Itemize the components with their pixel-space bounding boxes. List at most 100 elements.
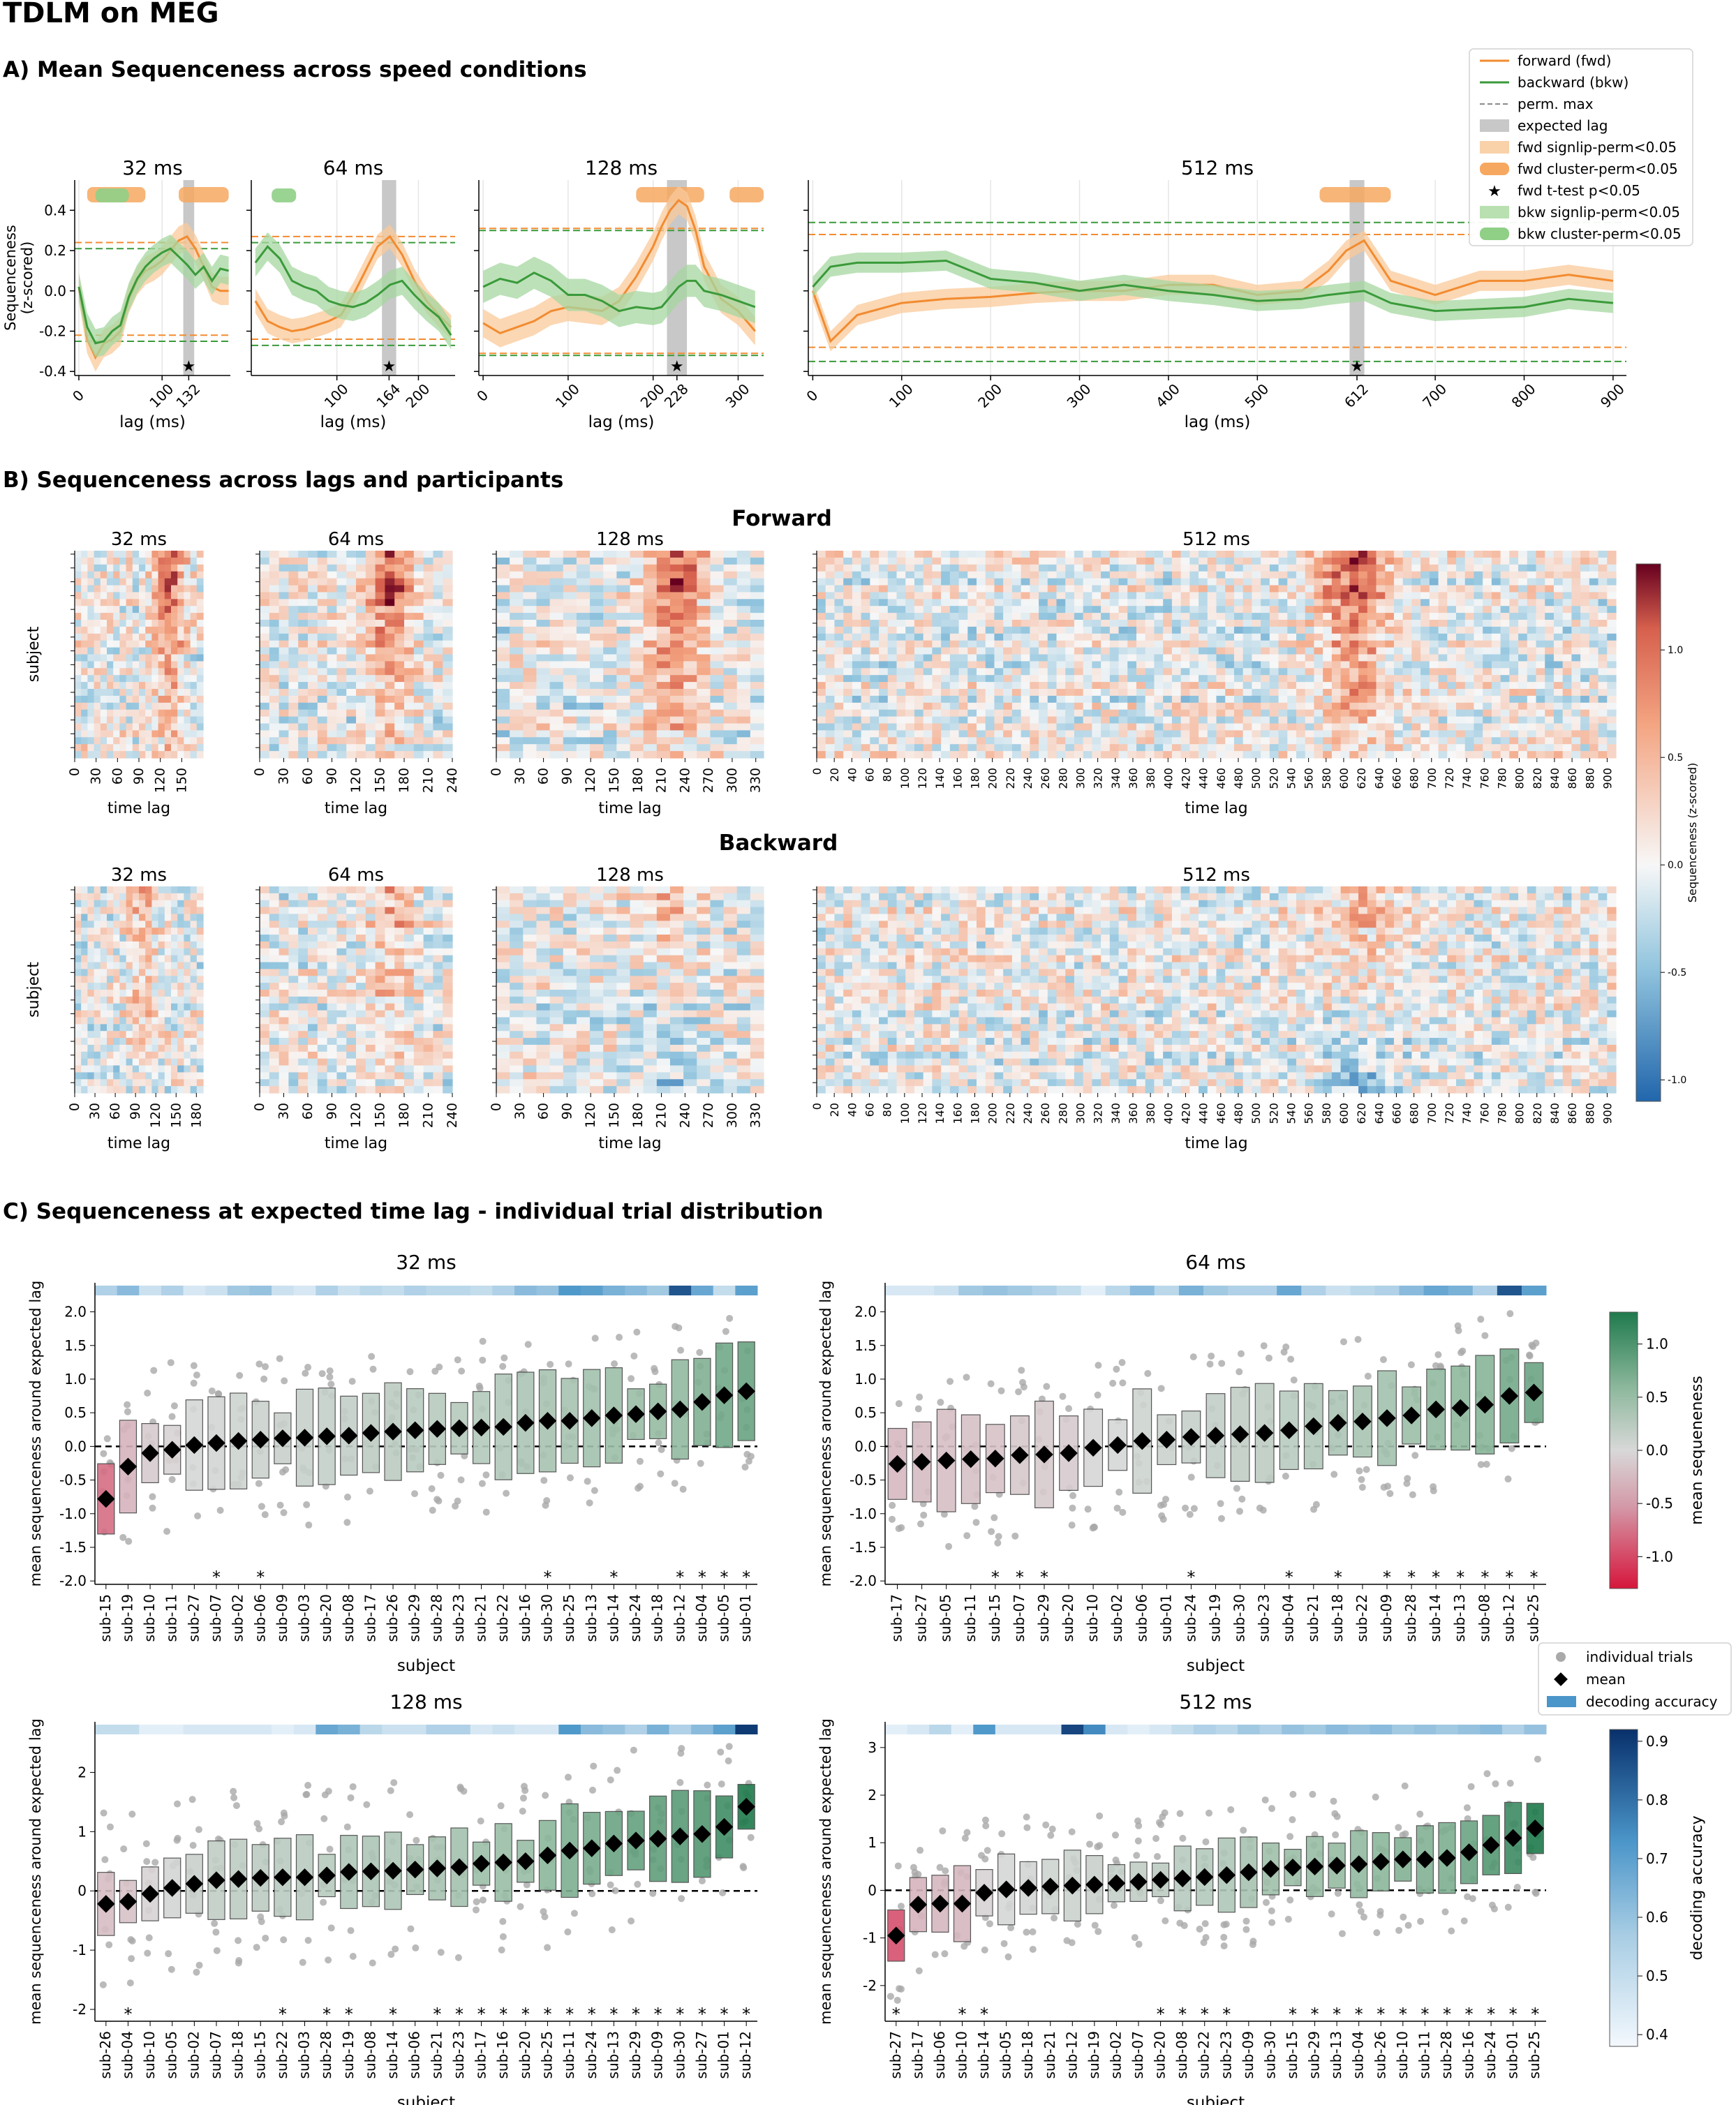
heatmap-cell (317, 592, 328, 600)
heatmap-cell (1420, 702, 1430, 711)
heatmap-cell (1252, 654, 1261, 662)
heatmap-cell (298, 702, 309, 711)
heatmap-cell (1261, 689, 1270, 697)
heatmap-cell (107, 695, 114, 704)
heatmap-cell (177, 606, 184, 613)
heatmap-cell (1030, 592, 1039, 600)
heatmap-cell (298, 564, 309, 572)
y-tick-label: 0.4 (44, 202, 66, 218)
heatmap-cell (1261, 626, 1270, 634)
heatmap-cell (1464, 702, 1475, 711)
heatmap-cell (1500, 592, 1510, 600)
heatmap-cell (1385, 613, 1395, 620)
heatmap-cell (171, 571, 178, 579)
heatmap-cell (710, 702, 725, 711)
heatmap-cell (523, 654, 537, 662)
heatmap-cell (949, 578, 960, 586)
heatmap-cell (336, 592, 347, 600)
heatmap-cell (1074, 613, 1084, 620)
heatmap-cell (914, 675, 924, 683)
heatmap-cell (1536, 557, 1545, 565)
x-tick-label: 340 (1109, 768, 1122, 789)
heatmap-cell (977, 599, 986, 607)
heatmap-cell (656, 592, 671, 600)
x-tick-label: 120 (348, 768, 364, 793)
heatmap-cell (603, 723, 617, 731)
legend-label: backward (bkw) (1518, 74, 1629, 91)
heatmap-cell (1598, 551, 1608, 558)
heatmap-cell (1127, 751, 1137, 759)
heatmap-cell (1536, 751, 1545, 759)
heatmap-cell (603, 675, 617, 683)
heatmap-cell (949, 695, 960, 704)
heatmap-cell (413, 620, 424, 627)
heatmap-cell (1278, 647, 1288, 655)
heatmap-cell (852, 578, 862, 586)
heatmap-cell (1562, 723, 1572, 731)
heatmap-cell (190, 723, 198, 731)
heatmap-cell (1189, 571, 1199, 579)
x-tick-label: 0 (489, 768, 504, 776)
heatmap-cell (1598, 723, 1608, 731)
heatmap-cell (1331, 647, 1342, 655)
heatmap-cell (1447, 695, 1457, 704)
heatmap-cell (1545, 613, 1555, 620)
heatmap-cell (1438, 716, 1448, 724)
heatmap-cell (1580, 668, 1590, 676)
heatmap-cell (896, 613, 906, 620)
heatmap-cell (113, 571, 120, 579)
heatmap-cell (151, 716, 159, 724)
heatmap-cell (1011, 564, 1022, 572)
heatmap-cell (923, 737, 933, 745)
heatmap-cell (1314, 571, 1323, 579)
heatmap-cell (443, 592, 453, 600)
heatmap-cell (1314, 613, 1323, 620)
heatmap-cell (132, 613, 140, 620)
heatmap-cell (1358, 640, 1368, 648)
heatmap-cell (1464, 723, 1475, 731)
heatmap-cell (1358, 613, 1368, 620)
heatmap-cell (158, 592, 165, 600)
heatmap-cell (1545, 744, 1555, 752)
heatmap-cell (510, 613, 524, 620)
heatmap-cell (177, 640, 184, 648)
heatmap-cell (375, 709, 385, 717)
bkw-mean-line (254, 244, 452, 336)
heatmap-cell (1065, 695, 1075, 704)
heatmap-cell (1376, 613, 1386, 620)
heatmap-cell (496, 578, 510, 586)
heatmap-cell (1491, 564, 1501, 572)
heatmap-cell (190, 737, 198, 745)
heatmap-cell (1233, 592, 1244, 600)
heatmap-cell (1518, 640, 1528, 648)
heatmap-cell (1314, 716, 1323, 724)
heatmap-cell (269, 709, 280, 717)
heatmap-cell (1571, 654, 1581, 662)
heatmap-cell (1180, 551, 1190, 558)
heatmap-cell (151, 900, 159, 908)
heatmap-cell (834, 647, 844, 655)
heatmap-cell (75, 606, 82, 613)
heatmap-cell (1331, 723, 1342, 731)
heatmap-cell (288, 737, 299, 745)
heatmap-cell (967, 695, 977, 704)
heatmap-cell (1323, 599, 1333, 607)
heatmap-cell (1145, 585, 1155, 593)
heatmap-cell (1056, 689, 1066, 697)
heatmap-cell (1145, 737, 1155, 745)
heatmap-cell (967, 564, 977, 572)
heatmap-cell (896, 585, 906, 593)
heatmap-cell (288, 654, 299, 662)
heatmap-cell (994, 661, 1004, 669)
heatmap-cell (1607, 716, 1617, 724)
heatmap-cell (1092, 751, 1101, 759)
heatmap-cell (932, 730, 942, 738)
heatmap-cell (356, 585, 366, 593)
heatmap-cell (196, 620, 204, 627)
heatmap-cell (1003, 599, 1013, 607)
heatmap-cell (100, 709, 107, 717)
heatmap-cell (932, 640, 942, 648)
heatmap-cell (298, 571, 309, 579)
heatmap-cell (1180, 640, 1190, 648)
heatmap-cell (1411, 695, 1421, 704)
